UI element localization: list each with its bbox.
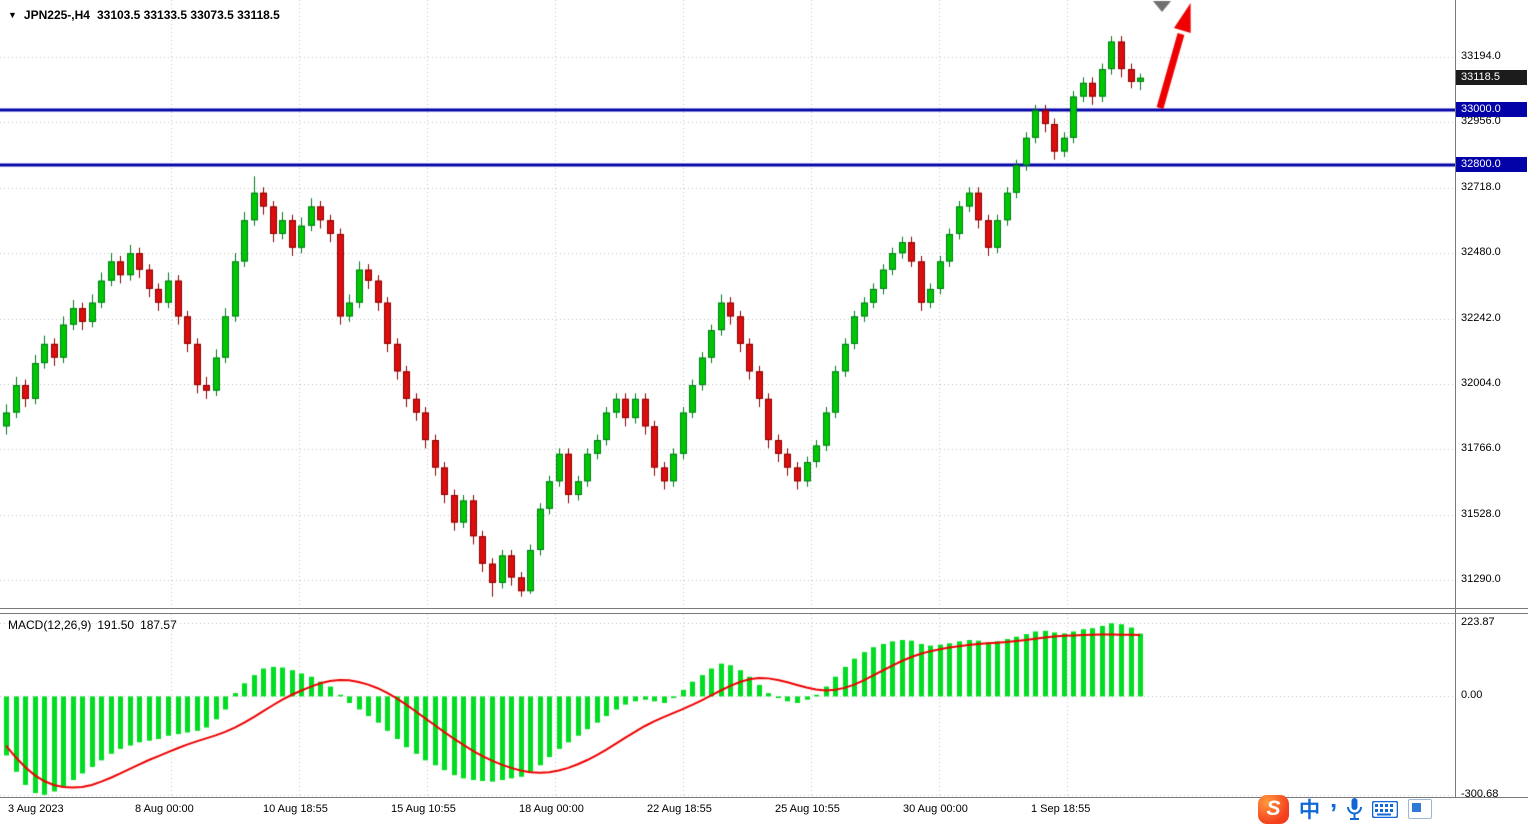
chinese-mode-icon[interactable]: 中	[1299, 799, 1320, 822]
time-axis-label: 30 Aug 00:00	[903, 803, 968, 815]
punctuation-icon[interactable]: ’	[1330, 798, 1338, 828]
panel-separator-top[interactable]	[0, 608, 1528, 609]
macd-name: MACD(12,26,9)	[8, 618, 92, 632]
time-axis-label: 15 Aug 10:55	[391, 803, 456, 815]
symbol-dropdown-icon[interactable]: ▼	[8, 10, 17, 20]
time-axis-separator	[0, 797, 1528, 798]
keyboard-icon[interactable]	[1372, 800, 1399, 818]
price-axis-label: 31528.0	[1461, 507, 1501, 520]
time-axis-label: 8 Aug 00:00	[135, 803, 194, 815]
price-axis-label: 32242.0	[1461, 311, 1501, 324]
price-axis[interactable]: 33194.0 32956.0 32718.0 32480.0 32242.0 32004…	[1456, 0, 1528, 798]
input-window-icon[interactable]	[1408, 799, 1433, 819]
macd-signal-value: 187.57	[140, 618, 177, 632]
panel-separator-bottom[interactable]	[0, 613, 1528, 614]
macd-indicator-label: MACD(12,26,9) 191.50 187.57	[8, 618, 177, 632]
price-chart-canvas[interactable]	[0, 0, 1455, 608]
macd-panel-canvas[interactable]	[0, 614, 1455, 797]
time-axis-label: 10 Aug 18:55	[263, 803, 328, 815]
price-axis-label: 33194.0	[1461, 50, 1501, 62]
symbol-period-label: JPN225-,H4	[23, 8, 90, 22]
macd-axis: 223.87 0.00 -300.68	[1456, 614, 1528, 800]
price-axis-label: 32480.0	[1461, 246, 1501, 259]
price-axis-label: 32004.0	[1461, 377, 1501, 389]
ime-toolbar-icon[interactable]	[1442, 799, 1462, 819]
ohlc-values: 33103.5 33133.5 33073.5 33118.5	[96, 8, 280, 22]
sogou-input-icon[interactable]: S	[1258, 794, 1289, 824]
price-axis-label: 32718.0	[1461, 180, 1501, 193]
macd-axis-label: 223.87	[1461, 616, 1495, 628]
taskbar: S 中 ’	[1258, 793, 1462, 828]
macd-axis-label: 0.00	[1461, 689, 1483, 702]
price-axis-label: 32956.0	[1461, 115, 1501, 128]
time-axis-label: 3 Aug 2023	[8, 803, 64, 815]
time-axis-label: 25 Aug 10:55	[775, 803, 840, 815]
chart-title: ▼ JPN225-,H4 33103.5 33133.5 33073.5 331…	[8, 8, 280, 22]
time-axis-label: 22 Aug 18:55	[647, 803, 712, 815]
level-price-tag: 33000.0	[1456, 102, 1527, 118]
level-price-tag: 32800.0	[1456, 157, 1527, 173]
current-price-tag: 33118.5	[1456, 69, 1527, 85]
time-axis-label: 1 Sep 18:55	[1031, 803, 1091, 815]
microphone-icon[interactable]	[1347, 798, 1363, 820]
price-axis-separator	[1455, 0, 1456, 798]
price-axis-label: 31766.0	[1461, 442, 1501, 455]
price-axis-label: 31290.0	[1461, 573, 1501, 586]
time-axis-label: 18 Aug 00:00	[519, 803, 584, 815]
macd-main-value: 191.50	[97, 618, 135, 632]
